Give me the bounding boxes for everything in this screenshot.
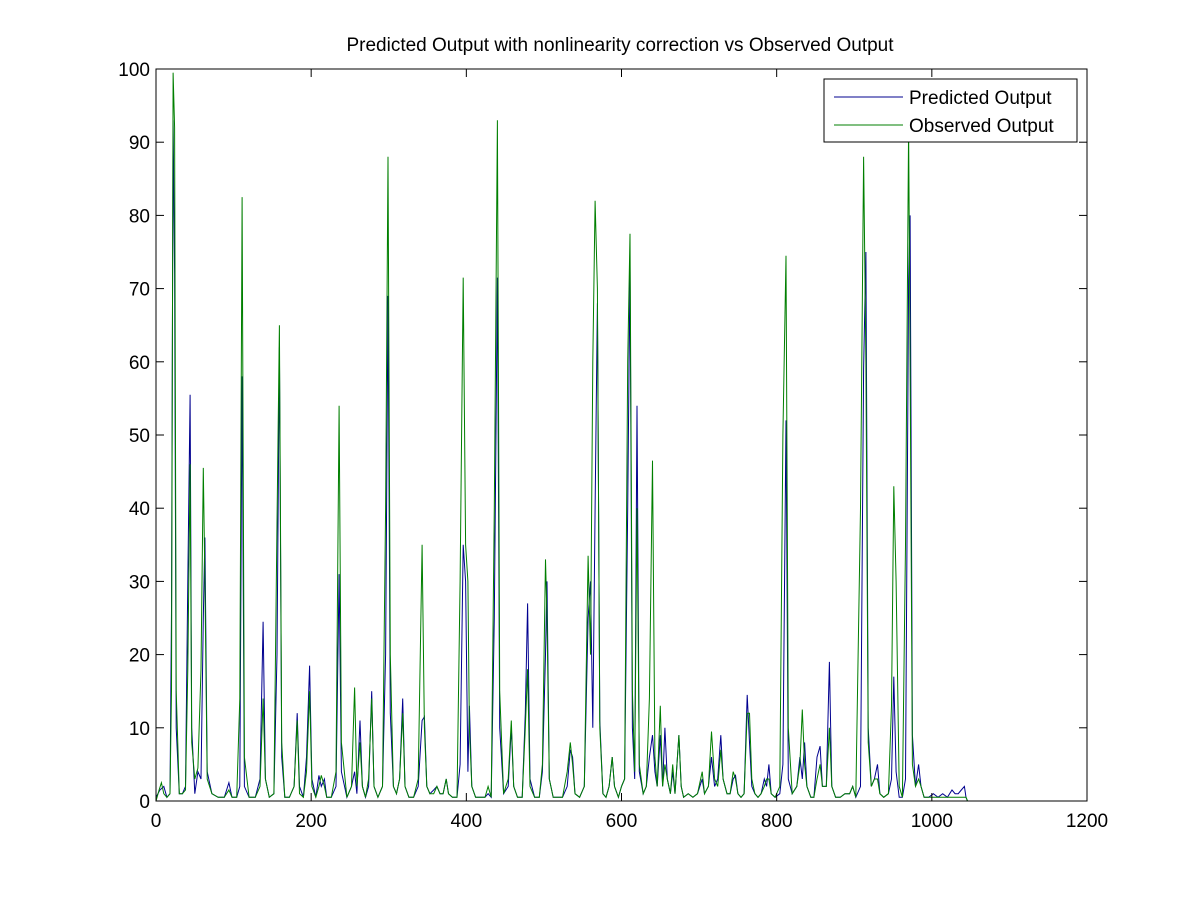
y-tick-label: 90 bbox=[129, 133, 150, 154]
y-tick-label: 0 bbox=[139, 792, 150, 813]
legend-label-predicted: Predicted Output bbox=[909, 88, 1052, 109]
x-tick-label: 1200 bbox=[1066, 811, 1108, 832]
legend: Predicted Output Observed Output bbox=[823, 78, 1078, 143]
chart-title: Predicted Output with nonlinearity corre… bbox=[346, 35, 894, 56]
y-tick-label: 100 bbox=[118, 60, 150, 81]
legend-box bbox=[823, 78, 1078, 143]
x-tick-label: 800 bbox=[761, 811, 793, 832]
y-tick-label: 10 bbox=[129, 719, 150, 740]
y-tick-label: 80 bbox=[129, 206, 150, 227]
series-line-observed bbox=[156, 72, 968, 801]
x-tick-label: 0 bbox=[151, 811, 162, 832]
x-axis: 0 200 400 600 800 1000 1200 bbox=[151, 69, 1108, 832]
y-axis: 0 10 20 30 40 50 60 70 80 90 100 bbox=[118, 60, 1087, 813]
x-tick-label: 1000 bbox=[911, 811, 953, 832]
x-tick-label: 600 bbox=[606, 811, 638, 832]
y-tick-label: 20 bbox=[129, 646, 150, 667]
y-tick-label: 70 bbox=[129, 280, 150, 301]
x-tick-label: 400 bbox=[450, 811, 482, 832]
legend-label-observed: Observed Output bbox=[909, 116, 1054, 137]
y-tick-label: 40 bbox=[129, 499, 150, 520]
plot-area: 0 200 400 600 800 1000 1200 0 10 20 30 40 50 60 70 80 9… bbox=[118, 60, 1108, 832]
series-layer bbox=[156, 72, 968, 801]
y-tick-label: 30 bbox=[129, 572, 150, 593]
axes-background bbox=[156, 69, 1087, 801]
y-tick-label: 60 bbox=[129, 353, 150, 374]
y-tick-label: 50 bbox=[129, 426, 150, 447]
x-tick-label: 200 bbox=[295, 811, 327, 832]
